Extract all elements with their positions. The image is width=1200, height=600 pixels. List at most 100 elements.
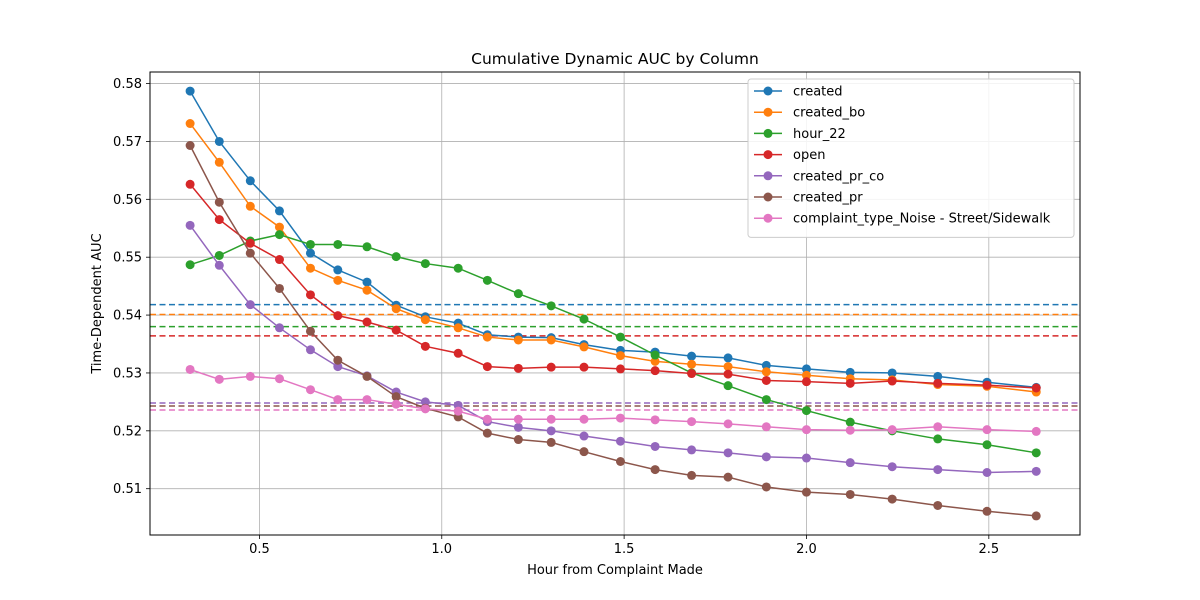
data-point	[579, 447, 589, 457]
legend-marker	[763, 86, 773, 96]
data-point	[420, 404, 430, 414]
data-point	[687, 445, 697, 455]
data-point	[615, 332, 625, 342]
data-point	[333, 311, 343, 321]
data-point	[362, 242, 372, 252]
legend-item: open	[754, 148, 825, 163]
legend-marker	[763, 107, 773, 117]
data-point	[723, 448, 733, 458]
series-group	[185, 141, 1041, 521]
data-point	[245, 371, 255, 381]
data-point	[274, 323, 284, 333]
data-point	[214, 374, 224, 384]
data-point	[305, 290, 315, 300]
data-point	[305, 248, 315, 258]
data-point	[615, 413, 625, 423]
data-point	[723, 362, 733, 372]
data-point	[391, 392, 401, 402]
data-point	[845, 367, 855, 377]
x-tick-label: 2.0	[796, 542, 817, 557]
data-point	[391, 399, 401, 409]
data-point	[391, 304, 401, 314]
data-point	[333, 362, 343, 372]
y-tick-label: 0.58	[113, 77, 142, 92]
chart-title: Cumulative Dynamic AUC by Column	[471, 50, 759, 68]
data-point	[579, 342, 589, 352]
legend-item: hour_22	[754, 127, 846, 142]
data-point	[801, 425, 811, 435]
legend-label: created_bo	[793, 106, 865, 121]
data-point	[615, 351, 625, 361]
data-point	[723, 369, 733, 379]
data-point	[214, 215, 224, 225]
legend-label: complaint_type_Noise - Street/Sidewalk	[793, 212, 1051, 227]
data-point	[362, 277, 372, 287]
data-point	[761, 422, 771, 432]
data-point	[513, 414, 523, 424]
data-point	[362, 317, 372, 327]
data-point	[982, 440, 992, 450]
data-point	[933, 434, 943, 444]
data-point	[185, 179, 195, 189]
data-point	[650, 465, 660, 475]
data-point	[1031, 511, 1041, 521]
data-point	[391, 325, 401, 335]
data-point	[214, 157, 224, 167]
data-point	[687, 470, 697, 480]
x-axis-title: Hour from Complaint Made	[527, 563, 703, 578]
data-point	[933, 378, 943, 388]
data-point	[453, 348, 463, 358]
data-point	[933, 465, 943, 475]
data-point	[761, 452, 771, 462]
data-point	[245, 238, 255, 248]
legend-item: created_pr_co	[754, 169, 884, 184]
data-point	[333, 395, 343, 405]
data-point	[650, 441, 660, 451]
data-point	[579, 414, 589, 424]
y-tick-label: 0.53	[113, 366, 142, 381]
data-point	[185, 141, 195, 151]
data-point	[579, 314, 589, 324]
data-point	[761, 395, 771, 405]
data-point	[333, 239, 343, 249]
series-group	[185, 179, 1041, 393]
data-point	[982, 425, 992, 435]
data-point	[305, 326, 315, 336]
data-point	[185, 86, 195, 96]
data-point	[615, 456, 625, 466]
data-point	[185, 260, 195, 270]
axis-ticks: 0.5 1.0 1.5 2.0 2.5 0.51 0.52 0.53 0.54 0.55 0.56 0…	[113, 77, 999, 557]
y-tick-label: 0.54	[113, 309, 142, 324]
data-point	[214, 136, 224, 146]
data-point	[723, 419, 733, 429]
data-point	[274, 255, 284, 265]
data-point	[845, 378, 855, 388]
legend-item: created	[754, 85, 843, 100]
data-point	[687, 369, 697, 379]
legend-label: created_pr	[793, 191, 863, 206]
y-tick-label: 0.51	[113, 482, 142, 497]
data-point	[615, 436, 625, 446]
legend-marker	[763, 128, 773, 138]
x-tick-label: 1.5	[614, 542, 635, 557]
x-tick-label: 0.5	[249, 542, 270, 557]
data-point	[687, 351, 697, 361]
data-point	[761, 360, 771, 370]
data-point	[845, 425, 855, 435]
data-point	[305, 345, 315, 355]
data-point	[214, 197, 224, 207]
data-point	[887, 462, 897, 472]
legend-marker	[763, 150, 773, 160]
data-point	[482, 414, 492, 424]
legend-item: created_pr	[754, 191, 863, 206]
data-point	[650, 356, 660, 366]
data-point	[513, 422, 523, 432]
data-point	[214, 260, 224, 270]
legend-box	[747, 78, 1075, 238]
data-point	[845, 417, 855, 427]
data-point	[1031, 426, 1041, 436]
data-point	[513, 435, 523, 445]
data-point	[274, 374, 284, 384]
data-point	[274, 230, 284, 240]
data-point	[362, 395, 372, 405]
